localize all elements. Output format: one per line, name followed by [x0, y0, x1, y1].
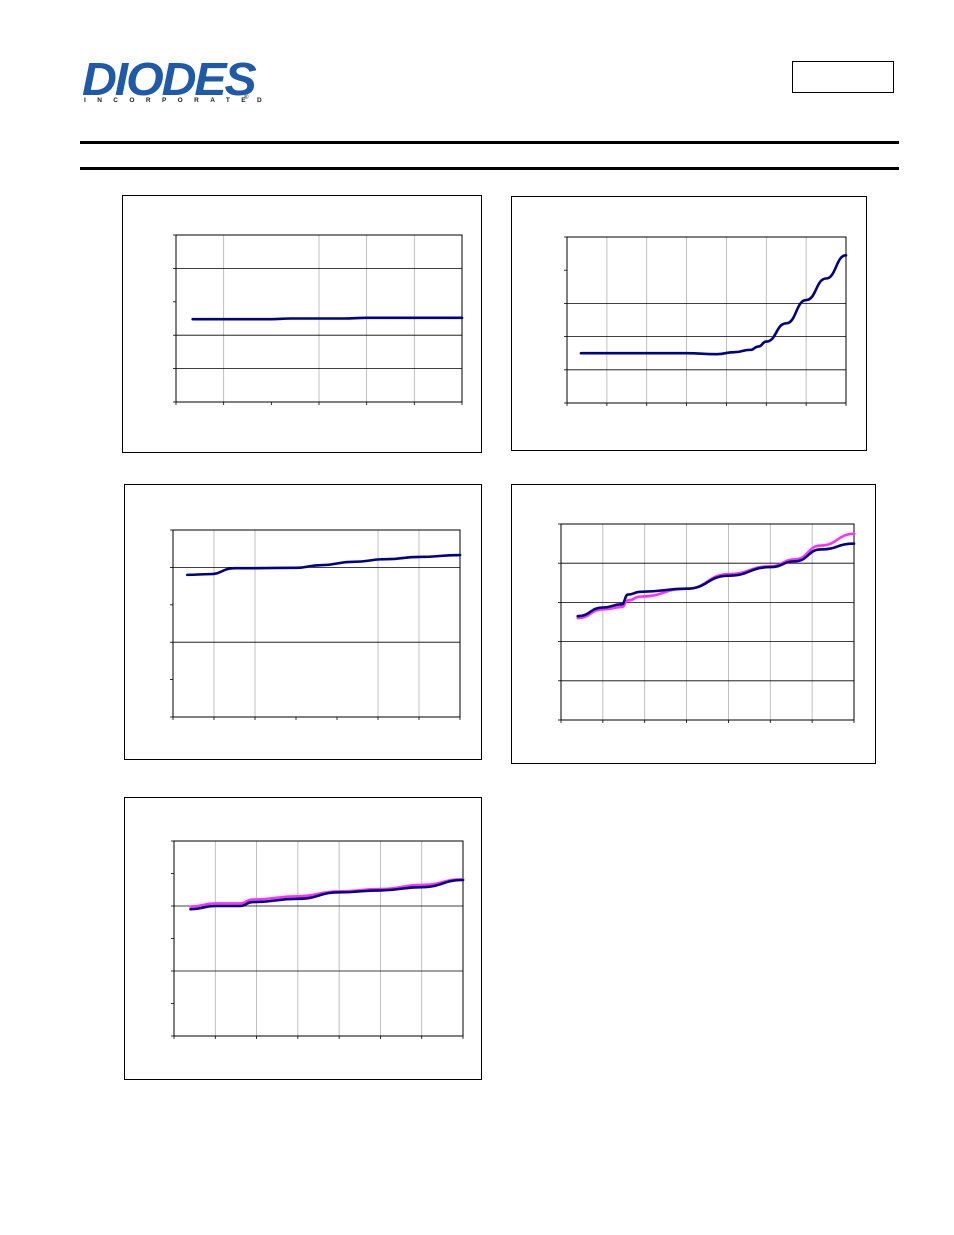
header-rule-bottom — [80, 167, 899, 170]
chart-3 — [124, 484, 482, 760]
chart-5 — [124, 797, 482, 1080]
series-line-1 — [186, 553, 462, 577]
plot-area — [566, 236, 847, 404]
series-line-1 — [579, 253, 848, 356]
chart-4 — [511, 484, 876, 764]
logo-wordmark: DIODES — [82, 53, 257, 105]
plot-area — [172, 529, 461, 718]
chart-1-plot — [173, 234, 464, 405]
diodes-logo: DIODES INCORPORATED — [80, 56, 262, 110]
series-line-2 — [189, 878, 465, 908]
chart-5-plot — [171, 840, 465, 1039]
logo-registered-mark: ® — [244, 95, 249, 101]
chart-2-plot — [564, 236, 848, 406]
series-line-1 — [189, 878, 465, 911]
plot-area — [173, 840, 464, 1037]
plot-area — [560, 523, 855, 721]
part-number-box — [792, 61, 894, 93]
chart-2 — [511, 196, 867, 451]
chart-4-plot — [558, 523, 856, 723]
header-rule-top — [80, 141, 899, 144]
series-line-1 — [191, 316, 464, 321]
logo-subtitle: INCORPORATED — [84, 97, 274, 104]
chart-1 — [122, 195, 482, 453]
series-line-1 — [576, 542, 856, 618]
chart-3-plot — [170, 529, 462, 720]
